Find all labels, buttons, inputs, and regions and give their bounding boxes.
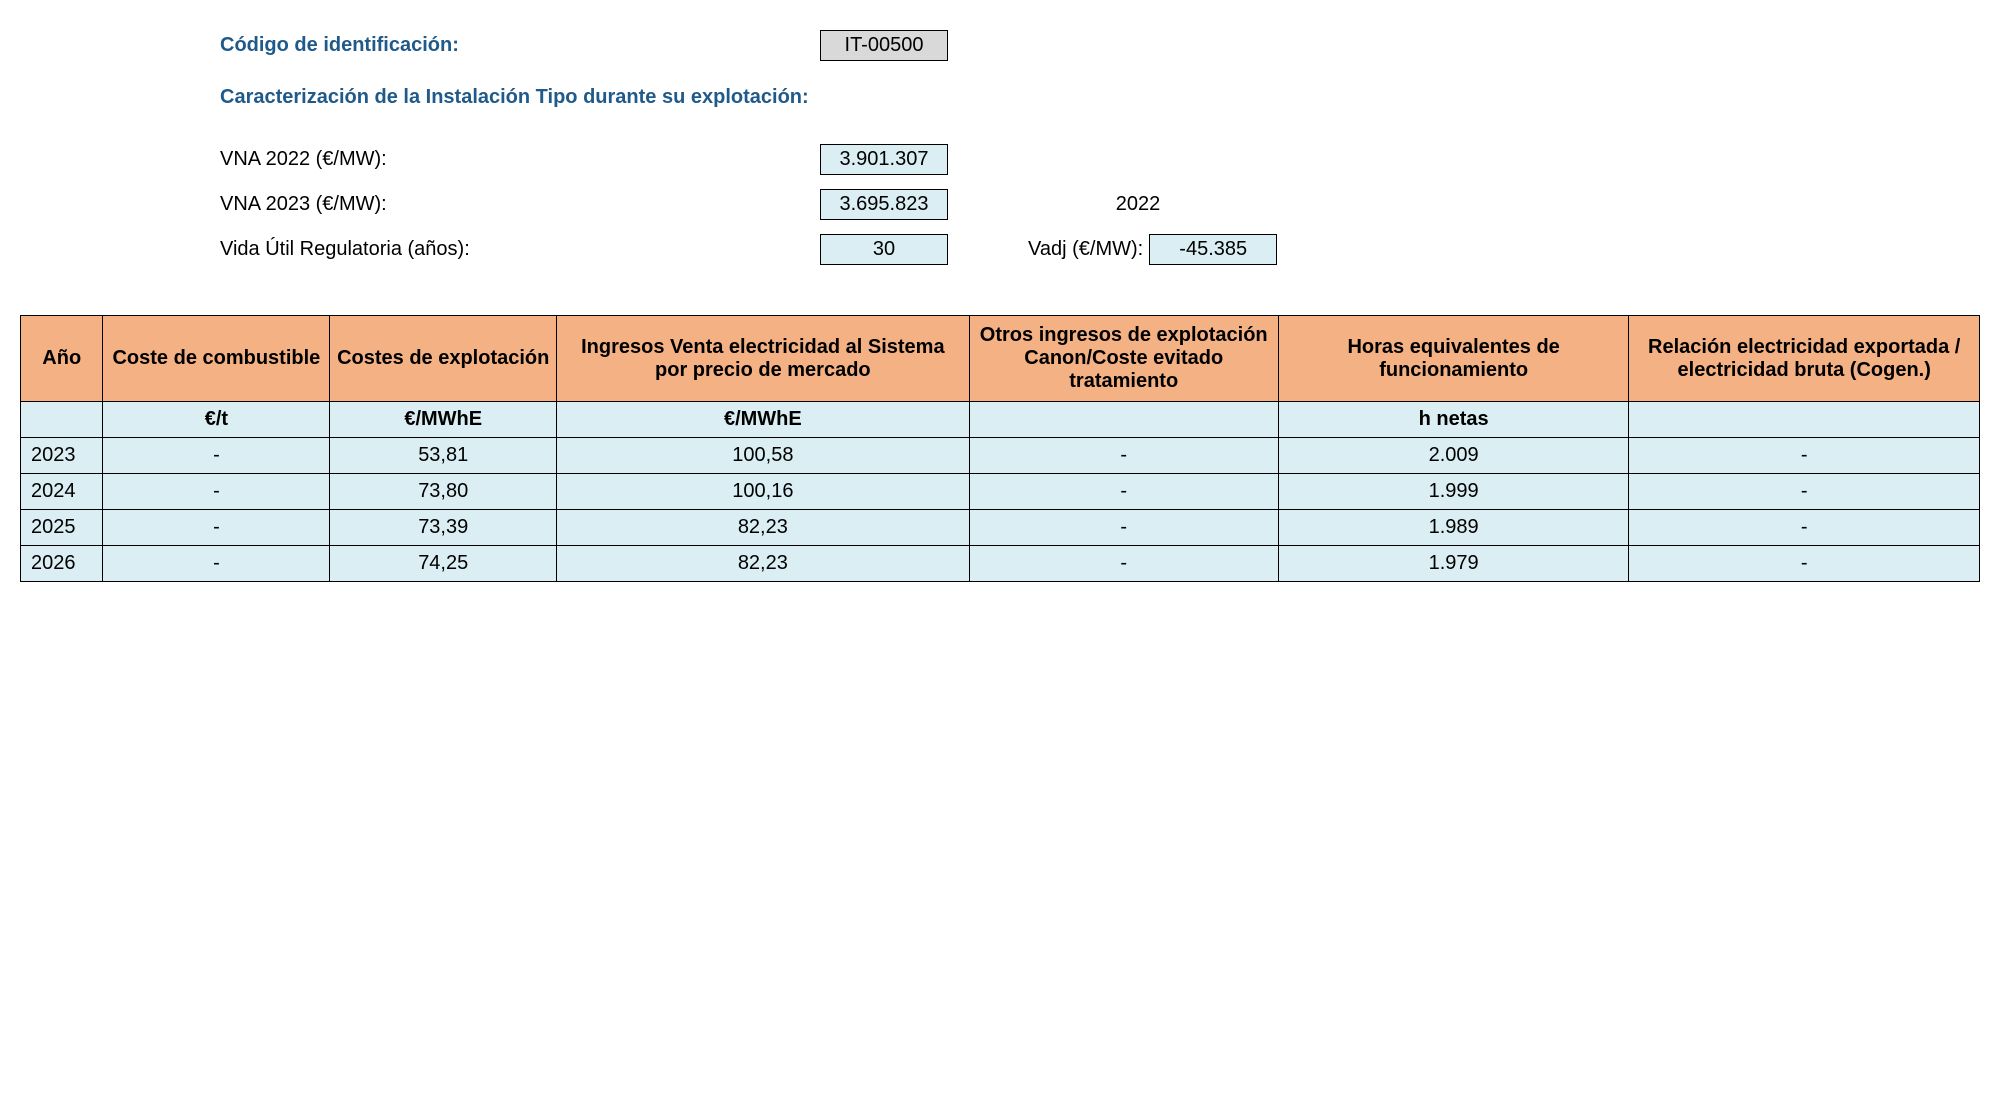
th-income: Ingresos Venta electricidad al Sistema p… [557, 316, 969, 402]
th-fuel: Coste de combustible [103, 316, 330, 402]
cell-ratio: - [1629, 474, 1980, 510]
cell-year: 2023 [21, 438, 103, 474]
cell-income: 82,23 [557, 546, 969, 582]
th-other: Otros ingresos de explotación Canon/Cost… [969, 316, 1278, 402]
vna2022-row: VNA 2022 (€/MW): 3.901.307 [220, 144, 1980, 175]
cell-income: 100,58 [557, 438, 969, 474]
vadj-value: -45.385 [1149, 234, 1277, 265]
section-title-row: Caracterización de la Instalación Tipo d… [220, 86, 1980, 109]
cell-year: 2025 [21, 510, 103, 546]
vna2023-row: VNA 2023 (€/MW): 3.695.823 2022 [220, 189, 1980, 220]
cell-ratio: - [1629, 510, 1980, 546]
unit-income: €/MWhE [557, 402, 969, 438]
cell-oper: 73,39 [330, 510, 557, 546]
unit-fuel: €/t [103, 402, 330, 438]
vna2023-label: VNA 2023 (€/MW): [220, 193, 820, 216]
vna2022-label: VNA 2022 (€/MW): [220, 148, 820, 171]
table-row: 2026 - 74,25 82,23 - 1.979 - [21, 546, 1980, 582]
section-title: Caracterización de la Instalación Tipo d… [220, 86, 809, 109]
cell-other: - [969, 546, 1278, 582]
code-row: Código de identificación: IT-00500 [220, 30, 1980, 61]
cell-year: 2026 [21, 546, 103, 582]
data-table: Año Coste de combustible Costes de explo… [20, 315, 1980, 582]
vna2022-value: 3.901.307 [820, 144, 948, 175]
cell-income: 82,23 [557, 510, 969, 546]
vadj-group: Vadj (€/MW): -45.385 [1028, 234, 1277, 265]
unit-hours: h netas [1278, 402, 1629, 438]
cell-other: - [969, 474, 1278, 510]
cell-oper: 53,81 [330, 438, 557, 474]
cell-hours: 1.989 [1278, 510, 1629, 546]
code-value: IT-00500 [820, 30, 948, 61]
cell-ratio: - [1629, 546, 1980, 582]
life-value: 30 [820, 234, 948, 265]
vadj-label: Vadj (€/MW): [1028, 238, 1143, 261]
cell-income: 100,16 [557, 474, 969, 510]
vna2023-value: 3.695.823 [820, 189, 948, 220]
table-units-row: €/t €/MWhE €/MWhE h netas [21, 402, 1980, 438]
unit-year [21, 402, 103, 438]
cell-fuel: - [103, 546, 330, 582]
th-ratio: Relación electricidad exportada / electr… [1629, 316, 1980, 402]
header-section: Código de identificación: IT-00500 Carac… [220, 30, 1980, 265]
code-label: Código de identificación: [220, 34, 820, 57]
table-row: 2024 - 73,80 100,16 - 1.999 - [21, 474, 1980, 510]
table-row: 2023 - 53,81 100,58 - 2.009 - [21, 438, 1980, 474]
table-header-row: Año Coste de combustible Costes de explo… [21, 316, 1980, 402]
th-oper: Costes de explotación [330, 316, 557, 402]
unit-ratio [1629, 402, 1980, 438]
cell-ratio: - [1629, 438, 1980, 474]
cell-hours: 2.009 [1278, 438, 1629, 474]
cell-oper: 73,80 [330, 474, 557, 510]
th-year: Año [21, 316, 103, 402]
cell-oper: 74,25 [330, 546, 557, 582]
unit-oper: €/MWhE [330, 402, 557, 438]
cell-hours: 1.999 [1278, 474, 1629, 510]
cell-fuel: - [103, 474, 330, 510]
cell-other: - [969, 510, 1278, 546]
cell-year: 2024 [21, 474, 103, 510]
th-hours: Horas equivalentes de funcionamiento [1278, 316, 1629, 402]
life-row: Vida Útil Regulatoria (años): 30 Vadj (€… [220, 234, 1980, 265]
unit-other [969, 402, 1278, 438]
year-ref: 2022 [1058, 193, 1218, 216]
cell-other: - [969, 438, 1278, 474]
cell-fuel: - [103, 510, 330, 546]
life-label: Vida Útil Regulatoria (años): [220, 238, 820, 261]
cell-hours: 1.979 [1278, 546, 1629, 582]
table-row: 2025 - 73,39 82,23 - 1.989 - [21, 510, 1980, 546]
cell-fuel: - [103, 438, 330, 474]
